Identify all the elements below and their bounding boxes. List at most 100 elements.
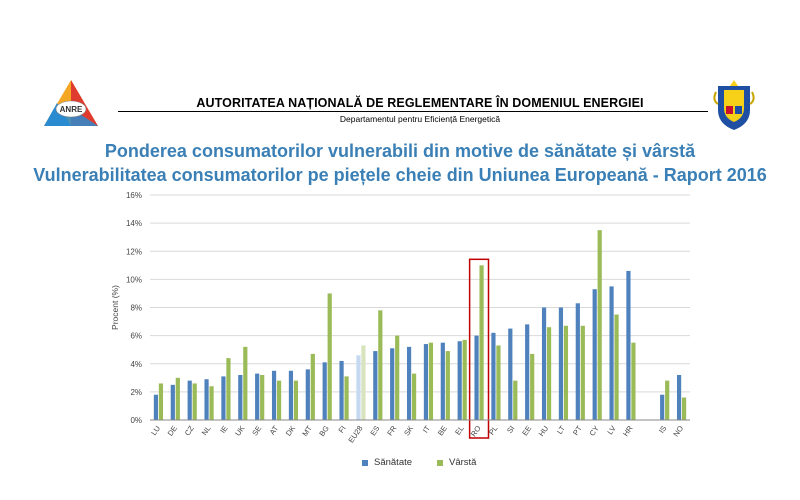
bar-varsta-cy [597,230,602,420]
bar-varsta-bg [327,293,332,420]
bar-varsta-it [428,342,434,420]
bar-varsta-ie [226,358,231,420]
bar-varsta-mt [310,353,315,420]
x-tick-label: EU28 [346,424,364,445]
bar-sanatate-ro [474,335,479,420]
bar-sanatate-bg [322,362,327,420]
bar-varsta-nl [209,386,214,420]
x-tick-label: ES [368,424,381,437]
x-tick-label: LU [149,424,162,437]
bar-sanatate-cz [187,380,192,420]
y-tick-label: 14% [126,219,142,228]
bar-sanatate-hr [626,270,631,420]
bar-sanatate-uk [238,375,243,420]
x-tick-label: LV [605,424,617,436]
bar-sanatate-cy [592,289,597,420]
bar-sanatate-lu [153,394,159,420]
coat-of-arms-icon [713,80,755,130]
bar-varsta-ro [479,265,484,420]
bar-varsta-de [175,377,180,420]
bar-sanatate-no [676,375,682,420]
y-tick-label: 4% [130,360,142,369]
anre-logo: ANRE [44,80,98,126]
bar-sanatate-lt [558,307,564,420]
x-tick-label: SE [250,424,263,437]
bar-varsta-hu [546,327,552,420]
bar-chart: 0% 2% 4% 6% 8% 10% 12% 14% 16% Procent (%) LU DE CZ N… [110,191,690,445]
bar-varsta-se [260,375,265,420]
x-tick-label: CZ [183,424,196,438]
y-axis-title: Procent (%) [110,285,120,330]
bar-sanatate-ie [221,376,226,420]
x-tick-label: IS [657,424,668,435]
chart-title-line2: Vulnerabilitatea consumatorilor pe piețe… [33,165,767,185]
bar-sanatate-si [508,328,513,420]
bar-varsta-no [681,397,687,420]
x-tick-label: IT [421,424,432,435]
header-divider [118,111,708,112]
bar-sanatate-is [660,394,665,420]
bar-sanatate-be [440,342,445,420]
bar-sanatate-dk [288,370,294,420]
y-tick-label: 0% [130,416,142,425]
y-tick-label: 16% [126,191,142,200]
bar-varsta-uk [243,346,248,420]
x-tick-label: NO [671,424,685,439]
bar-varsta-ee [530,353,535,420]
legend-swatch-varsta [437,459,443,466]
y-tick-label: 8% [130,304,142,313]
x-tick-label: AT [268,424,281,437]
bar-varsta-lt [563,325,569,420]
bar-sanatate-sk [406,346,412,420]
y-tick-label: 2% [130,388,142,397]
bar-varsta-el [462,339,467,420]
y-tick-label: 10% [126,275,142,284]
x-tick-label: SK [402,424,415,437]
bar-sanatate-se [255,373,260,420]
bar-varsta-si [513,380,518,420]
bar-sanatate-eu28 [356,355,361,420]
bar-varsta-pl [496,345,501,420]
bar-varsta-lu [158,383,164,420]
bar-varsta-fi [344,376,349,420]
bar-varsta-es [378,310,383,420]
bar-varsta-at [276,380,282,420]
bar-varsta-fr [395,335,400,420]
bar-varsta-is [665,380,670,420]
bar-varsta-dk [293,380,299,420]
legend-item-sanatate: Sănătate [362,457,412,468]
bar-sanatate-fr [390,348,395,420]
x-tick-label: CY [587,424,600,438]
x-tick-label: UK [233,424,246,438]
x-tick-label: SI [505,424,516,435]
x-tick-label: DK [284,424,297,438]
x-tick-label: EL [453,424,466,437]
bar-sanatate-nl [204,379,209,420]
bar-sanatate-lv [609,286,614,420]
x-tick-label: MT [300,424,314,438]
bar-varsta-eu28 [361,345,366,420]
x-tick-label: PL [487,424,500,437]
legend-label-varsta: Vârstă [449,457,477,468]
legend-label-sanatate: Sănătate [374,457,413,468]
x-tick-label: FR [385,424,398,438]
bar-varsta-lv [614,314,619,420]
bar-sanatate-ee [525,324,530,420]
x-tick-label: BG [317,424,331,438]
org-subtitle: Departamentul pentru Eficiență Energetic… [339,114,501,124]
bar-sanatate-fi [339,360,344,420]
bar-varsta-cz [192,383,197,420]
x-tick-label: IE [218,424,229,435]
highlight-box-ro [468,258,490,439]
x-tick-label: FI [337,424,348,435]
bar-sanatate-hu [541,307,547,420]
x-tick-label: HR [621,424,635,439]
bar-varsta-hr [631,342,636,420]
bar-varsta-be [445,351,450,420]
org-title: AUTORITATEA NAȚIONALĂ DE REGLEMENTARE ÎN… [196,96,644,110]
bar-sanatate-at [271,370,277,420]
x-tick-label: BE [436,424,449,437]
x-tick-label: LT [555,424,567,436]
bar-sanatate-es [373,351,378,420]
x-tick-label: NL [200,424,213,437]
